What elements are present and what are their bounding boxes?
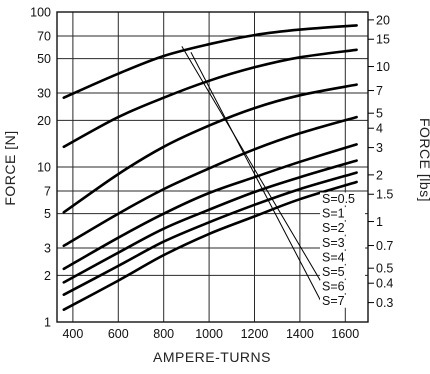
series-curve-7 xyxy=(62,171,358,296)
leader-line-1 xyxy=(181,46,324,285)
y2-tick-label: 5 xyxy=(376,107,383,121)
y-tick-label: 2 xyxy=(44,269,51,283)
series-label-bg xyxy=(320,250,365,264)
series-label: S=4 xyxy=(322,250,345,264)
y2-tick-label: 2 xyxy=(376,168,383,182)
series-label: S=6 xyxy=(322,280,345,294)
series-curve-1 xyxy=(62,24,358,99)
y-tick-label: 100 xyxy=(30,6,51,20)
series-label-bg xyxy=(320,265,365,279)
y2-tick-label: 1.5 xyxy=(376,188,393,202)
x-tick-label: 1000 xyxy=(195,327,223,341)
series-curve-8 xyxy=(62,180,358,311)
series-label: S=7 xyxy=(322,294,345,308)
y2-tick-label: 3 xyxy=(376,141,383,155)
leader-lines xyxy=(181,46,324,305)
series-label-bg xyxy=(320,192,365,206)
series-label-bg xyxy=(320,221,365,235)
series-curve-6 xyxy=(62,159,358,284)
series-curve-5 xyxy=(62,143,358,271)
x-tick-label: 600 xyxy=(108,327,129,341)
series-label-bg xyxy=(320,280,365,294)
y-tick-label: 30 xyxy=(37,87,51,101)
y-tick-label: 7 xyxy=(44,185,51,199)
series-curve-3 xyxy=(62,83,358,214)
x-tick-label: 1200 xyxy=(241,327,269,341)
y-tick-label: 20 xyxy=(37,114,51,128)
y2-axis-title: FORCE [lbs] xyxy=(417,118,430,202)
series-curve-2 xyxy=(62,48,358,149)
series-curves xyxy=(62,24,358,311)
series-labels: S=0.5S=1S=2S=3S=4S=5S=6S=7 xyxy=(320,192,365,308)
y-tick-label: 10 xyxy=(37,161,51,175)
y-tick-label: 70 xyxy=(37,30,51,44)
x-tick-labels: 400 600 800 1000 1200 1400 1600 xyxy=(62,327,359,341)
y-tick-label: 3 xyxy=(44,242,51,256)
y2-tick-label: 15 xyxy=(376,33,390,47)
y2-tick-label: 0.5 xyxy=(376,262,393,276)
x-tick-label: 400 xyxy=(62,327,83,341)
x-tick-label: 800 xyxy=(153,327,174,341)
series-label: S=5 xyxy=(322,265,345,279)
series-label-bg xyxy=(320,236,365,250)
y2-tick-label: 1 xyxy=(376,215,383,229)
y2-tick-label: 0.4 xyxy=(376,277,393,291)
series-label: S=2 xyxy=(322,221,345,235)
y-axis-title: FORCE [N] xyxy=(2,130,18,205)
y2-tick-label: 0.3 xyxy=(376,296,393,310)
y2-tick-labels: 0.3 0.40.5 0.7 1 1.5 2 3 45 7 10 15 20 xyxy=(368,13,393,310)
y2-tick-label: 20 xyxy=(376,13,390,27)
y2-tick-label: 7 xyxy=(376,84,383,98)
x-tick-label: 1600 xyxy=(331,327,359,341)
series-label: S=3 xyxy=(322,236,345,250)
series-label-bg xyxy=(320,294,365,308)
y-tick-label: 1 xyxy=(44,316,51,330)
x-tick-label: 1400 xyxy=(286,327,314,341)
series-label: S=1 xyxy=(322,207,345,221)
y-tick-label: 5 xyxy=(44,207,51,221)
leader-line-2 xyxy=(190,52,324,305)
y-tick-label: 50 xyxy=(37,52,51,66)
y2-tick-label: 10 xyxy=(376,60,390,74)
series-curve-4 xyxy=(62,115,358,248)
series-label-bg xyxy=(320,207,365,221)
y-tick-labels: 1 2 3 5 7 10 20 30 50 70 100 xyxy=(30,6,51,330)
y2-tick-label: 4 xyxy=(376,122,383,136)
y2-tick-label: 0.7 xyxy=(376,239,393,253)
plot-frame xyxy=(56,11,369,323)
x-axis-title: AMPERE-TURNS xyxy=(153,349,271,365)
series-label: S=0.5 xyxy=(322,192,355,206)
